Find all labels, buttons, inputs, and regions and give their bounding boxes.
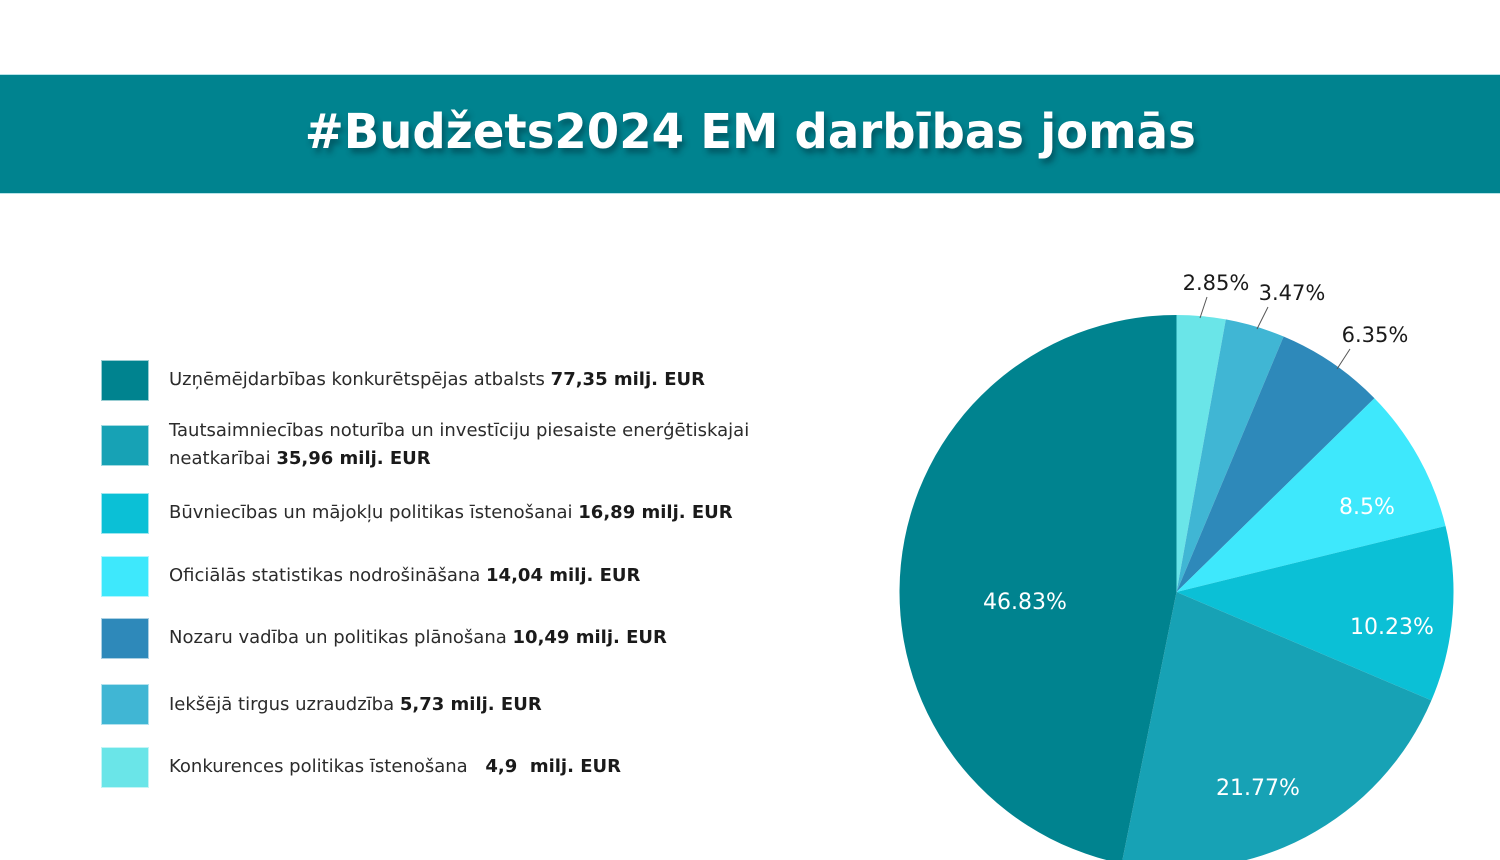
- legend-amount: 16,89 milj. EUR: [578, 502, 733, 523]
- leader-line: [1199, 296, 1208, 319]
- legend-text: Tautsaimniecības noturība un investīciju…: [169, 417, 809, 473]
- legend-label: Konkurences politikas īstenošana: [169, 756, 474, 777]
- pie-slice-label: 3.47%: [1259, 281, 1326, 305]
- legend-label: Oficiālās statistikas nodrošināšana: [169, 565, 481, 586]
- leader-line: [1256, 306, 1269, 330]
- pie-slice-label: 10.23%: [1350, 615, 1434, 640]
- legend-amount: 14,04 milj. EUR: [486, 565, 641, 586]
- legend-text: Būvniecības un mājokļu politikas īstenoš…: [169, 499, 809, 527]
- pie-slice-label: 2.85%: [1183, 271, 1250, 295]
- pie-slice-label: 8.5%: [1339, 495, 1395, 520]
- legend-swatch: [101, 360, 149, 401]
- legend-swatch: [101, 747, 149, 788]
- legend-label: Būvniecības un mājokļu politikas īstenoš…: [169, 502, 573, 523]
- legend-text: Konkurences politikas īstenošana 4,9 mil…: [169, 753, 809, 781]
- legend-swatch: [101, 684, 149, 725]
- legend-amount: 5,73 milj. EUR: [399, 694, 542, 715]
- header-banner: #Budžets2024 EM darbības jomās: [0, 74, 1500, 194]
- pie-slice: [1122, 592, 1432, 860]
- legend-label: Uzņēmējdarbības konkurētspējas atbalsts: [169, 369, 545, 390]
- pie-slice: [1176, 315, 1226, 592]
- pie-slice-label: 46.83%: [983, 590, 1067, 615]
- pie-slice-label: 21.77%: [1216, 776, 1300, 801]
- pie-slice: [899, 315, 1177, 860]
- pie-slice: [1176, 525, 1454, 701]
- legend-amount: 35,96 milj. EUR: [276, 448, 431, 469]
- legend-label: Iekšējā tirgus uzraudzība: [169, 694, 395, 715]
- pie-slice: [1176, 398, 1446, 592]
- page-title: #Budžets2024 EM darbības jomās: [304, 104, 1196, 160]
- legend-amount: 10,49 milj. EUR: [512, 627, 667, 648]
- legend-text: Nozaru vadība un politikas plānošana 10,…: [169, 624, 809, 652]
- legend-label: neatkarībai: [169, 448, 271, 469]
- pie-slice: [1176, 319, 1284, 592]
- legend-amount: 4,9 milj. EUR: [479, 756, 621, 777]
- legend-swatch: [101, 425, 149, 466]
- legend-label-line1: Tautsaimniecības noturība un investīciju…: [169, 420, 750, 441]
- legend-text: Iekšējā tirgus uzraudzība 5,73 milj. EUR: [169, 691, 809, 719]
- legend-text: Oficiālās statistikas nodrošināšana 14,0…: [169, 562, 809, 590]
- legend-swatch: [101, 618, 149, 659]
- legend-amount: 77,35 milj. EUR: [550, 369, 706, 390]
- leader-line: [1336, 348, 1351, 370]
- legend-swatch: [101, 556, 149, 597]
- legend-swatch: [101, 493, 149, 534]
- legend-label: Nozaru vadība un politikas plānošana: [169, 627, 507, 648]
- pie-slice-label: 6.35%: [1342, 323, 1409, 347]
- legend-text: Uzņēmējdarbības konkurētspējas atbalsts …: [169, 366, 809, 394]
- pie-slice: [1176, 336, 1375, 592]
